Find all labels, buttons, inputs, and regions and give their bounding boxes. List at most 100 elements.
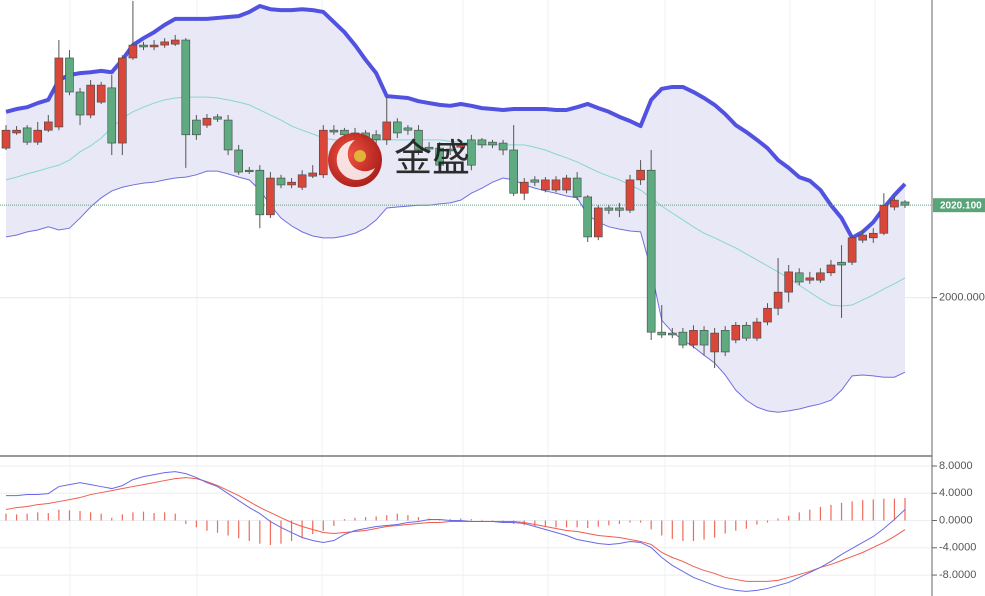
candle-body <box>244 169 254 173</box>
candle-body <box>752 321 762 339</box>
candle-body <box>710 332 719 353</box>
candle-body <box>234 149 243 173</box>
y-tick-label: 0.0000 <box>939 514 973 526</box>
candle-body <box>879 204 889 234</box>
candle-body <box>763 307 772 323</box>
candle-body <box>773 291 783 309</box>
candle-body <box>615 207 624 211</box>
band-fill <box>6 5 905 413</box>
candle-body <box>393 121 402 134</box>
middle-band <box>5 96 906 307</box>
candle-body <box>255 169 265 216</box>
watermark: 金盛 <box>328 133 470 187</box>
candle-body <box>784 271 793 293</box>
price-tag <box>933 198 985 213</box>
candle-body <box>223 119 233 151</box>
candle-body <box>33 129 43 143</box>
watermark-text: 金盛 <box>394 138 470 180</box>
candle-body <box>593 207 603 238</box>
candle-body <box>551 179 561 191</box>
candle-body <box>75 91 85 116</box>
y-tick-label: 8.0000 <box>939 460 973 472</box>
y-tick-label: 2000.000 <box>939 292 985 304</box>
macd-dif-line <box>6 471 906 592</box>
candle-body <box>287 181 296 186</box>
candle-body <box>699 330 709 346</box>
candle-body <box>266 177 275 216</box>
candle-body <box>22 127 32 143</box>
y-tick-label: 4.0000 <box>939 487 973 499</box>
candle-body <box>118 57 127 144</box>
upper-band <box>5 3 907 240</box>
candle-body <box>731 324 741 341</box>
candle-body <box>149 44 159 48</box>
candle-body <box>181 39 191 136</box>
candle-body <box>572 177 582 198</box>
candle-body <box>308 172 318 177</box>
candle-body <box>467 139 476 166</box>
candle-body <box>414 129 423 151</box>
candle-body <box>509 149 518 194</box>
candle-body <box>107 87 117 144</box>
candle-body <box>604 207 614 211</box>
candle-body <box>160 41 169 46</box>
candle-body <box>435 147 444 166</box>
candle-body <box>128 44 138 59</box>
candle-body <box>44 121 53 131</box>
candle-body <box>276 177 286 186</box>
candle-body <box>192 119 201 136</box>
candle-body <box>297 174 307 188</box>
candle-body <box>340 129 349 136</box>
candle-body <box>445 148 455 152</box>
candle-body <box>488 141 497 146</box>
candle-body <box>54 57 64 128</box>
y-tick-label: -8.0000 <box>939 569 976 581</box>
candle-body <box>890 199 899 208</box>
candle-body <box>720 330 730 353</box>
candle-body <box>816 272 825 281</box>
candle-body <box>139 44 148 48</box>
candle-body <box>742 324 751 339</box>
candle-body <box>498 142 508 151</box>
candle-body <box>403 127 413 131</box>
candle-body <box>657 331 667 336</box>
candle-body <box>213 116 222 120</box>
lower-band <box>5 170 906 413</box>
candle-body <box>826 264 836 274</box>
candle-body <box>530 179 540 183</box>
candle-body <box>646 169 656 333</box>
candle-body <box>329 129 339 133</box>
candle-body <box>12 129 21 134</box>
candle-body <box>477 139 487 146</box>
candle-body <box>668 332 677 336</box>
candle-body <box>541 179 550 191</box>
candle-body <box>519 181 529 194</box>
candle-body <box>382 121 392 141</box>
candle-body <box>424 146 434 150</box>
candle-body <box>900 201 910 206</box>
y-tick-label: -4.0000 <box>939 542 976 554</box>
macd-dea-line <box>5 477 906 582</box>
candle-body <box>170 39 180 45</box>
candle-body <box>86 84 95 116</box>
candle-body <box>868 232 878 239</box>
candle-body <box>371 134 381 141</box>
logo-dot <box>354 150 366 162</box>
candle-body <box>318 129 328 176</box>
candle-body <box>1 129 11 149</box>
candle-body <box>794 272 804 283</box>
candle-body <box>847 237 857 263</box>
candle-body <box>625 179 635 211</box>
candle-body <box>65 57 74 93</box>
candle-body <box>678 331 688 346</box>
candle-body <box>202 117 212 126</box>
candle-body <box>805 277 815 281</box>
candle-body <box>636 169 645 181</box>
candle-body <box>858 234 867 241</box>
price-tag-label: 2020.100 <box>940 200 982 211</box>
candle-body <box>583 196 593 238</box>
candle-body <box>456 144 466 148</box>
